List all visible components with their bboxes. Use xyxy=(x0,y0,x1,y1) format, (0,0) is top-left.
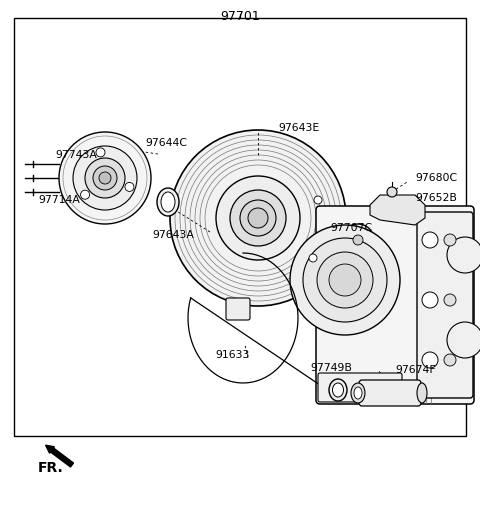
Circle shape xyxy=(317,252,373,308)
Text: FR.: FR. xyxy=(38,461,64,475)
Ellipse shape xyxy=(351,383,365,403)
FancyArrow shape xyxy=(46,445,73,467)
Text: 97644C: 97644C xyxy=(145,138,187,148)
Circle shape xyxy=(329,264,361,296)
FancyBboxPatch shape xyxy=(359,380,421,406)
Circle shape xyxy=(303,238,387,322)
Circle shape xyxy=(248,208,268,228)
Text: 97743A: 97743A xyxy=(55,150,97,160)
Ellipse shape xyxy=(157,188,179,216)
Circle shape xyxy=(230,190,286,246)
Circle shape xyxy=(342,224,374,256)
FancyBboxPatch shape xyxy=(14,18,466,436)
Circle shape xyxy=(309,254,317,262)
Text: 97643E: 97643E xyxy=(278,123,319,133)
Ellipse shape xyxy=(161,192,175,212)
FancyBboxPatch shape xyxy=(417,212,473,398)
Circle shape xyxy=(444,354,456,366)
Text: 97749B: 97749B xyxy=(310,363,352,373)
Circle shape xyxy=(444,294,456,306)
Ellipse shape xyxy=(417,383,427,403)
Circle shape xyxy=(81,190,90,199)
Polygon shape xyxy=(370,195,425,225)
Text: 91633: 91633 xyxy=(215,350,250,360)
Ellipse shape xyxy=(354,387,362,399)
Text: 97714A: 97714A xyxy=(38,195,80,205)
FancyBboxPatch shape xyxy=(226,298,250,320)
Circle shape xyxy=(170,130,346,306)
Circle shape xyxy=(240,200,276,236)
Circle shape xyxy=(59,132,151,224)
Circle shape xyxy=(444,234,456,246)
Circle shape xyxy=(99,172,111,184)
Circle shape xyxy=(290,225,400,335)
Circle shape xyxy=(125,183,134,192)
Circle shape xyxy=(93,166,117,190)
Circle shape xyxy=(96,148,105,157)
Circle shape xyxy=(348,230,368,250)
FancyBboxPatch shape xyxy=(318,373,402,402)
Circle shape xyxy=(387,187,397,197)
Circle shape xyxy=(422,232,438,248)
Text: 97701: 97701 xyxy=(220,10,260,23)
Text: 97707C: 97707C xyxy=(330,223,372,233)
Circle shape xyxy=(422,352,438,368)
Ellipse shape xyxy=(329,379,347,401)
Text: 97680C: 97680C xyxy=(415,173,457,183)
Circle shape xyxy=(422,292,438,308)
Circle shape xyxy=(216,176,300,260)
FancyBboxPatch shape xyxy=(316,206,474,404)
Circle shape xyxy=(85,158,125,198)
Text: 97643A: 97643A xyxy=(152,230,194,240)
Circle shape xyxy=(353,235,363,245)
Text: 97652B: 97652B xyxy=(415,193,457,203)
Circle shape xyxy=(314,196,322,204)
Circle shape xyxy=(73,146,137,210)
Circle shape xyxy=(447,237,480,273)
Circle shape xyxy=(447,322,480,358)
Text: 97674F: 97674F xyxy=(395,365,436,375)
Ellipse shape xyxy=(333,383,344,397)
